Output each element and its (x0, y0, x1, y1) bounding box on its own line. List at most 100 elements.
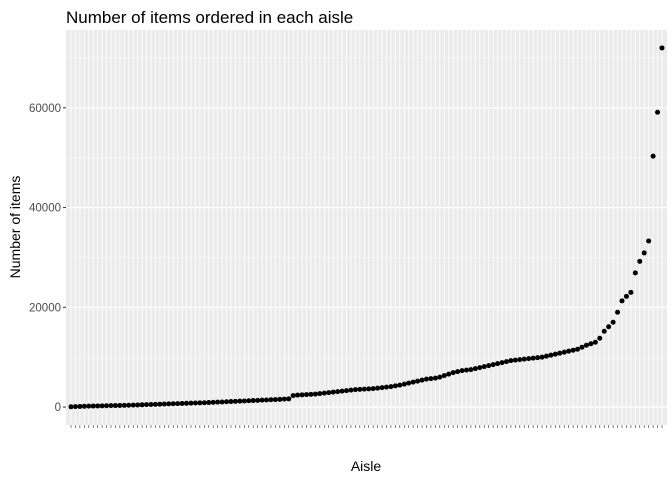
data-point (121, 402, 127, 408)
data-point (539, 354, 545, 360)
minor-gridlines (66, 57, 667, 358)
data-point (108, 403, 114, 409)
data-point (317, 391, 323, 397)
data-point (308, 391, 314, 397)
data-point (401, 381, 407, 387)
data-point (224, 399, 230, 405)
data-point (112, 403, 118, 409)
data-point (397, 382, 403, 388)
data-point (552, 351, 558, 357)
data-point (543, 353, 549, 359)
data-point (455, 369, 461, 375)
data-point (299, 392, 305, 398)
data-point (192, 400, 198, 406)
data-point (495, 361, 501, 367)
data-point (86, 403, 92, 409)
data-point (472, 366, 478, 372)
data-point (268, 397, 274, 403)
data-point (219, 399, 225, 405)
data-point (628, 289, 634, 295)
data-point (459, 368, 465, 374)
data-point (477, 365, 483, 371)
data-point (615, 309, 621, 315)
data-point (126, 402, 132, 408)
plot-panel (66, 30, 667, 425)
data-point (468, 367, 474, 373)
data-point (392, 383, 398, 389)
data-point (135, 402, 141, 408)
y-tick-label: 0 (55, 402, 61, 414)
data-point (659, 45, 665, 51)
data-point (588, 341, 594, 347)
data-point (641, 250, 647, 256)
data-point (130, 402, 136, 408)
y-tick-label: 60000 (29, 103, 61, 115)
data-point (157, 401, 163, 407)
data-point (650, 153, 656, 159)
data-point (432, 375, 438, 381)
data-point (161, 401, 167, 407)
data-point (206, 400, 212, 406)
data-point (104, 403, 110, 409)
data-point (188, 400, 194, 406)
data-point (139, 402, 145, 408)
data-point (166, 401, 172, 407)
data-point (530, 355, 536, 361)
y-axis-ticks: 0 20000 40000 60000 (29, 103, 66, 414)
data-point (428, 376, 434, 382)
data-point (228, 399, 234, 405)
data-point (344, 388, 350, 394)
data-point (348, 387, 354, 393)
data-point (232, 398, 238, 404)
data-point (575, 346, 581, 352)
major-gridlines (66, 30, 667, 425)
data-point (601, 328, 607, 334)
data-point (450, 370, 456, 376)
data-point (184, 400, 190, 406)
data-point (210, 399, 216, 405)
x-axis-ticks (70, 425, 663, 428)
data-point (557, 350, 563, 356)
data-point (330, 389, 336, 395)
data-point (144, 402, 150, 408)
data-point (561, 349, 567, 355)
data-point (361, 386, 367, 392)
data-point (521, 356, 527, 362)
y-tick-label: 20000 (29, 302, 61, 314)
data-point (290, 393, 296, 399)
data-point (566, 348, 572, 354)
data-point (419, 377, 425, 383)
data-point (383, 384, 389, 390)
data-point (352, 387, 358, 393)
data-point (379, 385, 385, 391)
data-point (406, 380, 412, 386)
data-points (68, 45, 665, 410)
data-point (375, 385, 381, 391)
y-axis-title: Number of items (7, 176, 23, 279)
data-point (486, 363, 492, 369)
data-point (295, 392, 301, 398)
data-point (481, 364, 487, 370)
data-point (499, 360, 505, 366)
data-point (503, 359, 509, 365)
data-point (335, 389, 341, 395)
data-point (583, 342, 589, 348)
data-point (255, 397, 261, 403)
data-point (415, 378, 421, 384)
y-tick-label: 40000 (29, 203, 61, 215)
data-point (388, 384, 394, 390)
data-point (241, 398, 247, 404)
data-point (632, 270, 638, 276)
data-point (77, 403, 83, 409)
data-point (366, 386, 372, 392)
data-point (446, 371, 452, 377)
data-point (304, 392, 310, 398)
data-point (117, 402, 123, 408)
data-point (246, 398, 252, 404)
data-point (606, 324, 612, 330)
data-point (170, 401, 176, 407)
data-point (152, 401, 158, 407)
data-point (197, 400, 203, 406)
data-point (508, 358, 514, 364)
data-point (286, 396, 292, 402)
